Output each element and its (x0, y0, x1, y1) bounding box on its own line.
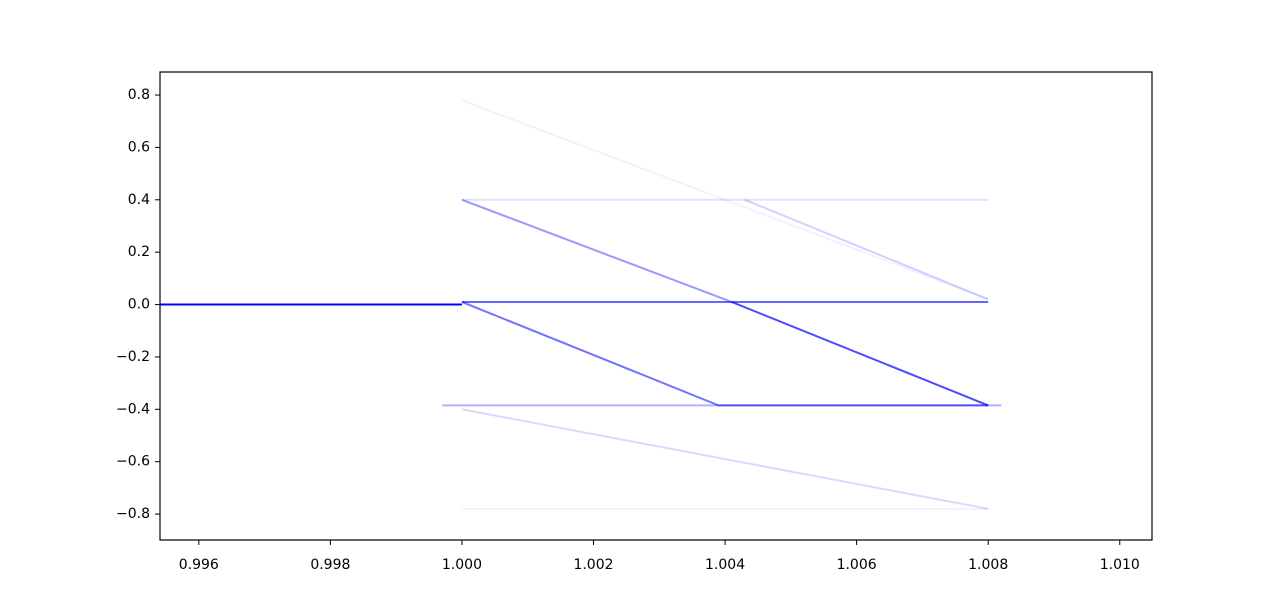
x-tick-label: 0.996 (179, 557, 219, 573)
x-tick-label: 0.998 (310, 557, 350, 573)
x-tick-label: 1.008 (968, 557, 1008, 573)
y-tick-label: 0.0 (128, 297, 150, 313)
x-tick-label: 1.006 (837, 557, 877, 573)
line-trace (744, 198, 989, 301)
y-tick-label: −0.4 (116, 401, 150, 417)
y-tick-label: −0.6 (116, 454, 150, 470)
y-tick-label: 0.6 (128, 139, 150, 155)
line-trace (461, 198, 733, 303)
plot-frame (159, 71, 1153, 541)
line-trace (731, 301, 989, 407)
y-tick-label: 0.4 (128, 192, 150, 208)
line-trace (461, 99, 989, 301)
y-tick-label: −0.8 (116, 506, 150, 522)
line-trace (461, 301, 989, 407)
y-tick-label: 0.2 (128, 244, 150, 260)
line-trace (461, 408, 989, 510)
y-tick-label: −0.2 (116, 349, 150, 365)
x-tick-label: 1.010 (1100, 557, 1140, 573)
x-tick-label: 1.004 (705, 557, 745, 573)
y-tick-label: 0.8 (128, 87, 150, 103)
x-tick-label: 1.000 (442, 557, 482, 573)
x-tick-label: 1.002 (573, 557, 613, 573)
